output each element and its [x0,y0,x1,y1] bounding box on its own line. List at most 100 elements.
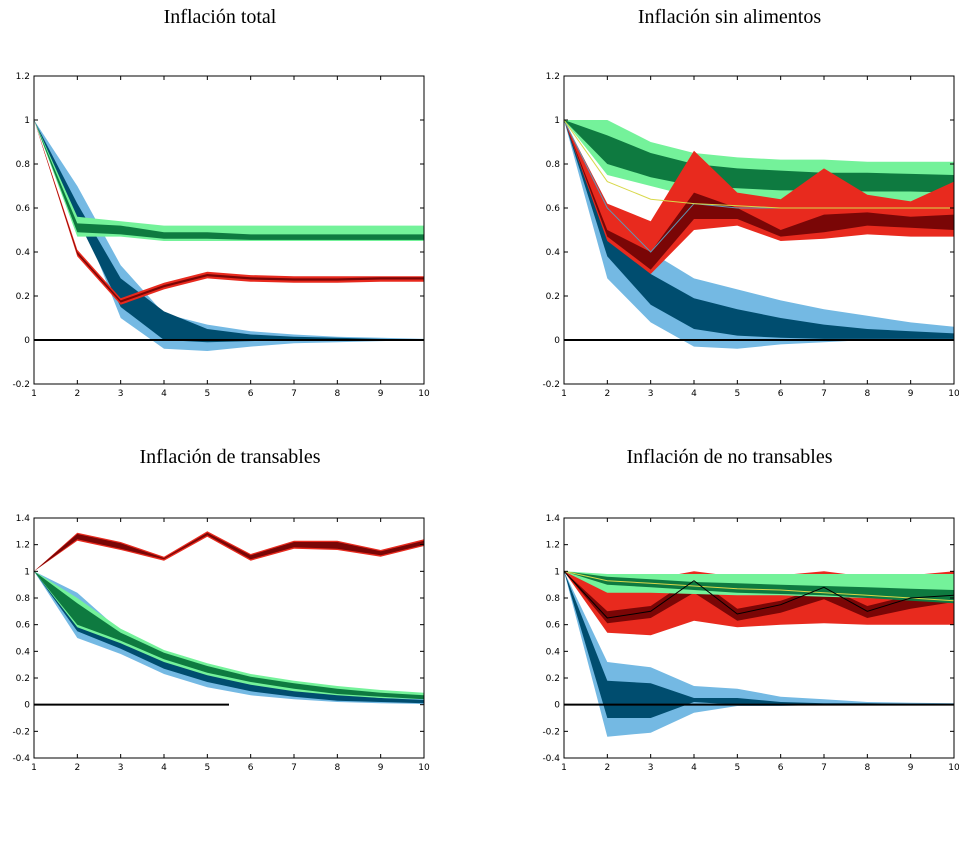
x-tick-label: 9 [908,389,914,399]
band-dark-red [564,571,954,624]
y-tick-label: 0.2 [16,292,30,302]
chart-panel-total: Inflación total -0.2 0 0.2 0.4 0.6 0.8 1 1.2 1 2 3… [0,0,480,420]
x-tick-label: 6 [778,389,784,399]
y-tick-label: 1 [24,116,30,126]
band-light-red [564,120,954,274]
band-dark-red [34,532,424,572]
y-tick-label: -0.2 [12,380,30,390]
y-tick-label: 0.4 [16,647,31,657]
x-tick-label: 1 [31,763,37,773]
x-tick-label: 4 [691,763,697,773]
y-tick-label: 0.8 [16,594,31,604]
chart-panel-no-transables: Inflación de no transables -0.4 -0.2 0 0.2 0… [480,420,959,844]
x-tick-label: 2 [74,763,80,773]
y-tick-label: 1.2 [16,541,30,551]
chart-plot-transables: -0.4 -0.2 0 0.2 0.4 0.6 0.8 1 1.2 1.4 1 2 3 4 5 6 7 8 9 10 [12,514,430,773]
x-tick-label: 10 [418,389,430,399]
y-tick-label: -0.2 [12,727,30,737]
x-tick-label: 4 [161,389,167,399]
x-tick-label: 3 [648,389,654,399]
y-tick-label: 0.8 [16,160,31,170]
y-tick-label: 1 [554,567,560,577]
x-tick-label: 5 [734,763,740,773]
x-tick-label: 7 [821,389,827,399]
x-tick-label: 3 [648,763,654,773]
x-tick-label: 9 [378,763,384,773]
y-tick-label: 0.2 [546,674,560,684]
line-thin-yellow [564,570,954,602]
y-tick-label: 0 [554,701,560,711]
x-tick-label: 2 [604,763,610,773]
plot-area [564,570,954,737]
x-tick-label: 6 [248,763,254,773]
plot-area [34,531,424,706]
y-tick-label: 1.2 [16,72,30,82]
x-tick-label: 9 [378,389,384,399]
y-tick-label: -0.4 [12,754,30,764]
x-tick-label: 5 [204,389,210,399]
band-dark-blue [34,120,424,343]
x-tick-label: 7 [291,389,297,399]
y-tick-label: -0.2 [542,380,560,390]
x-tick-label: 3 [118,389,124,399]
band-dark-blue [564,571,954,718]
x-tick-label: 7 [821,763,827,773]
x-tick-label: 10 [948,389,959,399]
band-light-red [34,531,424,572]
band-light-green [34,120,424,241]
band-dark-green [564,571,954,604]
band-dark-green [564,120,954,193]
y-tick-label: 0.4 [546,248,561,258]
y-tick-label: 1 [554,116,560,126]
x-tick-label: 6 [248,389,254,399]
x-tick-label: 2 [74,389,80,399]
x-tick-label: 5 [734,389,740,399]
y-tick-label: 0 [24,336,30,346]
x-tick-label: 8 [334,389,340,399]
y-tick-label: 0.4 [546,647,561,657]
y-tick-label: 0.8 [546,160,561,170]
x-tick-label: 2 [604,389,610,399]
y-tick-label: 1 [24,567,30,577]
chart-panel-sin-alimentos: Inflación sin alimentos -0.2 0 0.2 0.4 0.6 0.… [480,0,959,420]
x-tick-label: 5 [204,763,210,773]
x-tick-label: 8 [334,763,340,773]
axes-frame [563,75,955,385]
y-tick-label: 0 [24,701,30,711]
chart-title: Inflación total [163,6,277,28]
axes-frame [33,75,425,385]
y-tick-label: 0.6 [16,621,31,631]
y-tick-label: 0.6 [546,204,561,214]
axes-frame [33,517,425,759]
x-tick-label: 1 [31,389,37,399]
x-tick-label: 4 [691,389,697,399]
band-dark-blue [34,571,424,704]
x-tick-label: 10 [948,763,959,773]
x-tick-label: 10 [418,763,430,773]
line-thin-yellow [564,119,954,209]
axes-frame [563,517,955,759]
x-tick-label: 4 [161,763,167,773]
chart-plot-sin-alimentos: -0.2 0 0.2 0.4 0.6 0.8 1 1.2 1 2 3 4 5 6 7 8 9 10 [542,72,959,399]
y-tick-label: -0.2 [542,727,560,737]
line-zero-line [564,570,954,619]
chart-panel-transables: Inflación de transables -0.4 -0.2 0 0.2 0.4 0… [0,420,480,844]
y-tick-label: 0.2 [16,674,30,684]
y-tick-label: 0.4 [16,248,31,258]
x-tick-label: 1 [561,389,567,399]
chart-title: Inflación de transables [139,446,321,468]
plot-area [34,120,424,351]
y-tick-label: 1.2 [546,72,560,82]
band-dark-green [34,571,424,700]
y-tick-label: 0.6 [546,621,561,631]
y-tick-label: 1.4 [16,514,31,524]
chart-plot-no-transables: -0.4 -0.2 0 0.2 0.4 0.6 0.8 1 1.2 1.4 1 2 3 4 5 6 7 8 9 10 [542,514,959,773]
y-tick-label: 0.6 [16,204,31,214]
chart-plot-total: -0.2 0 0.2 0.4 0.6 0.8 1 1.2 1 2 3 4 5 6 7 8 9 10 [12,72,430,399]
y-tick-label: 1.2 [546,541,560,551]
x-tick-label: 7 [291,763,297,773]
y-tick-label: -0.4 [542,754,560,764]
y-tick-label: 1.4 [546,514,561,524]
x-tick-label: 1 [561,763,567,773]
y-tick-label: 0.2 [546,292,560,302]
